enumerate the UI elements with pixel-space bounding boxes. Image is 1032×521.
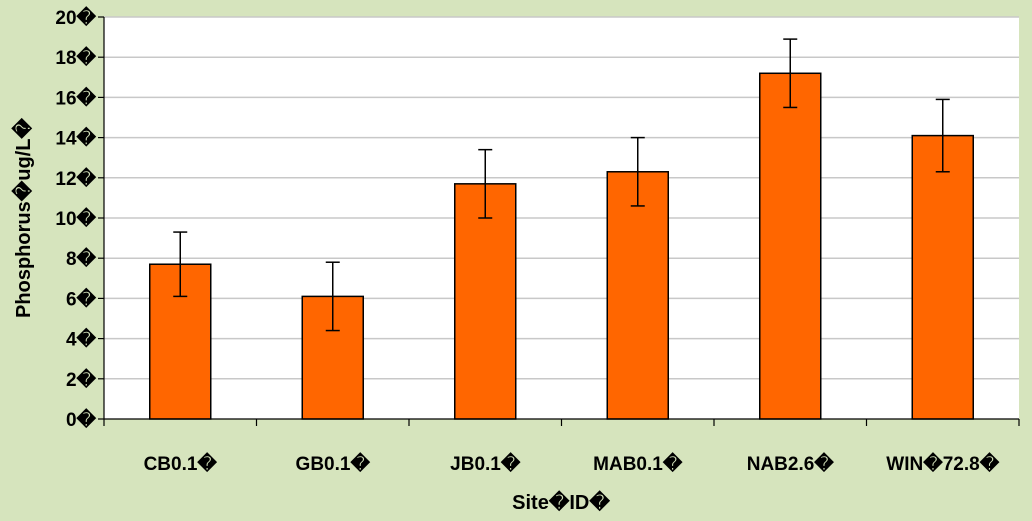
bar [454, 183, 517, 420]
y-tick-label: 18� [55, 46, 96, 69]
x-tick-label: WIN�72.8� [886, 452, 999, 475]
bar [149, 263, 212, 420]
y-tick-label: 2� [66, 368, 97, 391]
x-tick-label: MAB0.1� [593, 452, 683, 475]
bar [606, 171, 669, 420]
y-tick-label: 6� [66, 287, 97, 310]
bars [149, 72, 974, 420]
x-tick-label: NAB2.6� [747, 452, 835, 475]
y-tick-label: 4� [66, 328, 97, 351]
y-tick-label: 10� [55, 207, 96, 230]
x-tick-label: CB0.1� [144, 452, 218, 475]
y-tick-label: 14� [55, 127, 96, 150]
x-tick-label: JB0.1� [450, 452, 521, 475]
y-tick-label: 16� [55, 86, 96, 109]
y-tick-label: 8� [66, 247, 97, 270]
bar [759, 72, 822, 420]
y-tick-label: 12� [55, 167, 96, 190]
x-tick-label: GB0.1� [296, 452, 371, 475]
bar [911, 134, 974, 420]
y-tick-labels: 0� 2� 4� 6� 8� 10� 12� 14� 16� 18� 20� [55, 6, 96, 431]
x-axis-title: Site�ID� [512, 490, 610, 514]
y-axis-title: Phosphorus�ug/L� [11, 118, 35, 318]
y-tick-label: 0� [66, 408, 97, 431]
error-bars [173, 38, 950, 332]
x-tick-labels: CB0.1� GB0.1� JB0.1� MAB0.1� NAB2.6� WIN�72.8… [144, 452, 1000, 475]
gridlines [104, 16, 1019, 380]
y-tick-label: 20� [55, 6, 96, 29]
axes [98, 16, 1020, 426]
